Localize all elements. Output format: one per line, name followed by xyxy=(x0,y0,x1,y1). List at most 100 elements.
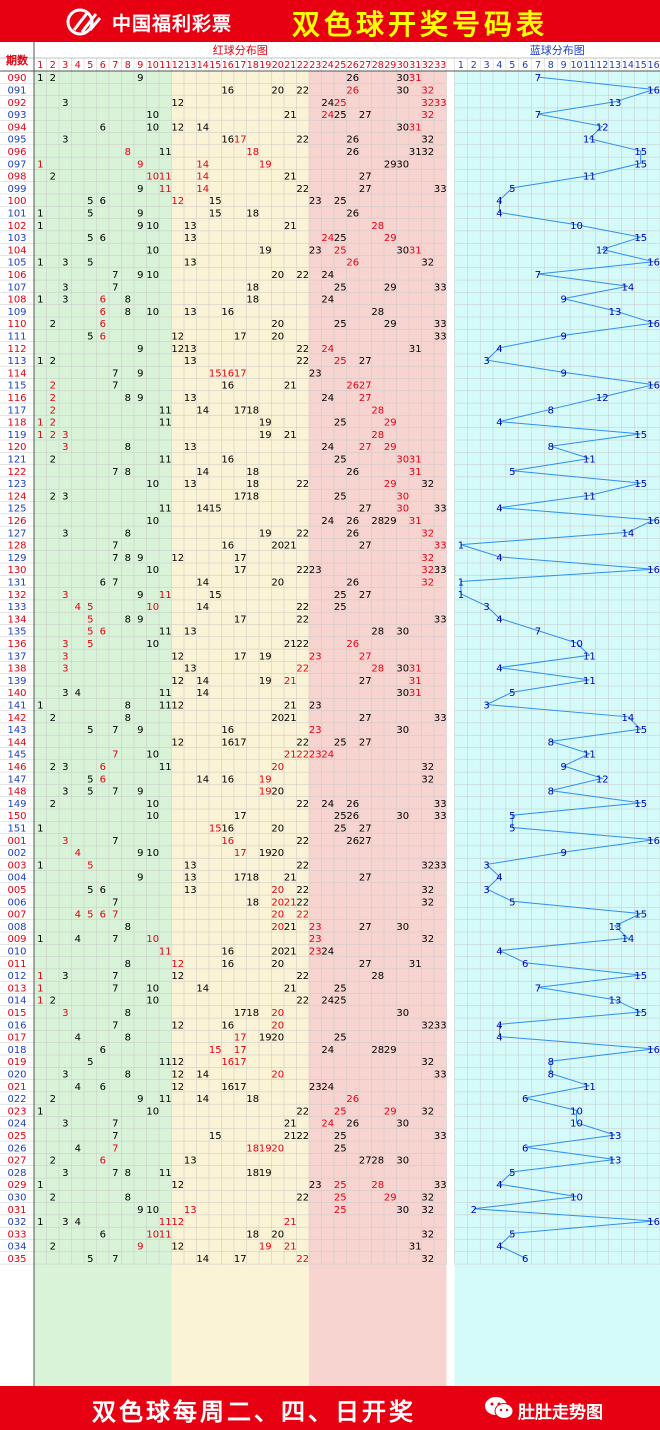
period-number: 091 xyxy=(7,85,26,96)
red-ball-number: 27 xyxy=(359,676,372,687)
red-ball-number: 12 xyxy=(171,1242,184,1253)
red-ball-number: 5 xyxy=(87,787,93,798)
red-ball-number: 30 xyxy=(396,1119,409,1130)
red-ball-number: 29 xyxy=(384,418,397,429)
blue-ball-number: 7 xyxy=(535,110,541,121)
blue-ball-number: 15 xyxy=(634,479,647,490)
red-ball-number: 22 xyxy=(296,1131,309,1142)
red-ball-number: 30 xyxy=(396,1156,409,1167)
blue-col-label: 10 xyxy=(570,60,582,71)
red-ball-number: 12 xyxy=(171,331,184,342)
red-ball-number: 25 xyxy=(334,319,347,330)
red-ball-number: 4 xyxy=(75,602,81,613)
blue-ball-number: 3 xyxy=(483,885,489,896)
red-ball-number: 31 xyxy=(409,664,422,675)
red-col-label: 30 xyxy=(397,60,409,71)
red-col-label: 31 xyxy=(409,60,421,71)
red-ball-number: 20 xyxy=(271,1020,284,1031)
red-ball-number: 33 xyxy=(434,319,447,330)
red-ball-number: 20 xyxy=(271,885,284,896)
red-ball-number: 3 xyxy=(62,258,68,269)
red-ball-number: 10 xyxy=(146,122,159,133)
red-ball-number: 32 xyxy=(421,110,434,121)
red-ball-number: 11 xyxy=(159,627,172,638)
red-ball-number: 18 xyxy=(246,147,259,158)
period-number: 022 xyxy=(7,1094,26,1105)
blue-col-label: 13 xyxy=(609,60,621,71)
red-ball-number: 21 xyxy=(284,381,297,392)
red-ball-number: 25 xyxy=(334,983,347,994)
blue-ball-number: 12 xyxy=(596,393,609,404)
red-ball-number: 33 xyxy=(434,1180,447,1191)
red-ball-number: 33 xyxy=(434,541,447,552)
red-ball-number: 32 xyxy=(421,479,434,490)
red-ball-number: 7 xyxy=(112,934,118,945)
red-ball-number: 9 xyxy=(137,873,143,884)
red-ball-number: 24 xyxy=(321,996,334,1007)
red-col-label: 7 xyxy=(112,60,118,71)
red-ball-number: 22 xyxy=(296,614,309,625)
blue-col-label: 4 xyxy=(496,60,502,71)
red-col-label: 5 xyxy=(87,60,93,71)
red-ball-number: 11 xyxy=(159,688,172,699)
red-ball-number: 25 xyxy=(334,491,347,502)
period-number: 102 xyxy=(7,221,26,232)
red-ball-number: 7 xyxy=(112,1254,118,1265)
red-ball-number: 11 xyxy=(159,1057,172,1068)
red-ball-number: 28 xyxy=(371,1156,384,1167)
red-ball-number: 7 xyxy=(112,983,118,994)
period-number: 132 xyxy=(7,590,26,601)
blue-ball-number: 4 xyxy=(496,1180,502,1191)
red-ball-number: 14 xyxy=(196,405,209,416)
period-number: 124 xyxy=(7,491,26,502)
red-ball-number: 22 xyxy=(296,750,309,761)
red-ball-number: 22 xyxy=(296,799,309,810)
red-ball-number: 10 xyxy=(146,996,159,1007)
red-ball-number: 31 xyxy=(409,516,422,527)
red-ball-number: 30 xyxy=(396,159,409,170)
red-ball-number: 25 xyxy=(334,602,347,613)
blue-col-label: 16 xyxy=(648,60,660,71)
red-ball-number: 27 xyxy=(359,504,372,515)
red-ball-number: 23 xyxy=(309,1082,322,1093)
blue-ball-number: 13 xyxy=(609,307,622,318)
red-ball-number: 18 xyxy=(246,1008,259,1019)
red-ball-number: 4 xyxy=(75,688,81,699)
red-ball-number: 20 xyxy=(271,910,284,921)
red-ball-number: 22 xyxy=(296,910,309,921)
red-ball-number: 3 xyxy=(62,295,68,306)
red-ball-number: 18 xyxy=(246,295,259,306)
red-ball-number: 23 xyxy=(309,946,322,957)
red-ball-number: 11 xyxy=(159,504,172,515)
red-ball-number: 32 xyxy=(421,897,434,908)
red-ball-number: 13 xyxy=(184,344,197,355)
red-ball-number: 19 xyxy=(259,774,272,785)
red-ball-number: 16 xyxy=(221,307,234,318)
red-ball-number: 19 xyxy=(259,1033,272,1044)
period-number: 134 xyxy=(7,614,26,625)
red-ball-number: 23 xyxy=(309,565,322,576)
period-number: 021 xyxy=(7,1082,26,1093)
red-ball-number: 26 xyxy=(346,516,359,527)
red-ball-number: 21 xyxy=(284,541,297,552)
blue-ball-number: 5 xyxy=(509,1229,515,1240)
red-ball-number: 16 xyxy=(221,1082,234,1093)
red-ball-number: 19 xyxy=(259,418,272,429)
red-col-label: 8 xyxy=(125,60,131,71)
red-ball-number: 7 xyxy=(112,368,118,379)
period-number: 103 xyxy=(7,233,26,244)
red-ball-number: 6 xyxy=(100,196,106,207)
blue-ball-number: 14 xyxy=(622,934,635,945)
red-ball-number: 31 xyxy=(409,467,422,478)
red-ball-number: 25 xyxy=(334,233,347,244)
red-col-label: 9 xyxy=(137,60,143,71)
period-number: 104 xyxy=(7,245,26,256)
red-col-label: 1 xyxy=(37,60,43,71)
red-ball-number: 33 xyxy=(434,98,447,109)
red-ball-number: 26 xyxy=(346,528,359,539)
red-ball-number: 11 xyxy=(159,1217,172,1228)
red-ball-number: 9 xyxy=(137,159,143,170)
red-ball-number: 10 xyxy=(146,245,159,256)
red-ball-number: 31 xyxy=(409,147,422,158)
period-number: 093 xyxy=(7,110,26,121)
